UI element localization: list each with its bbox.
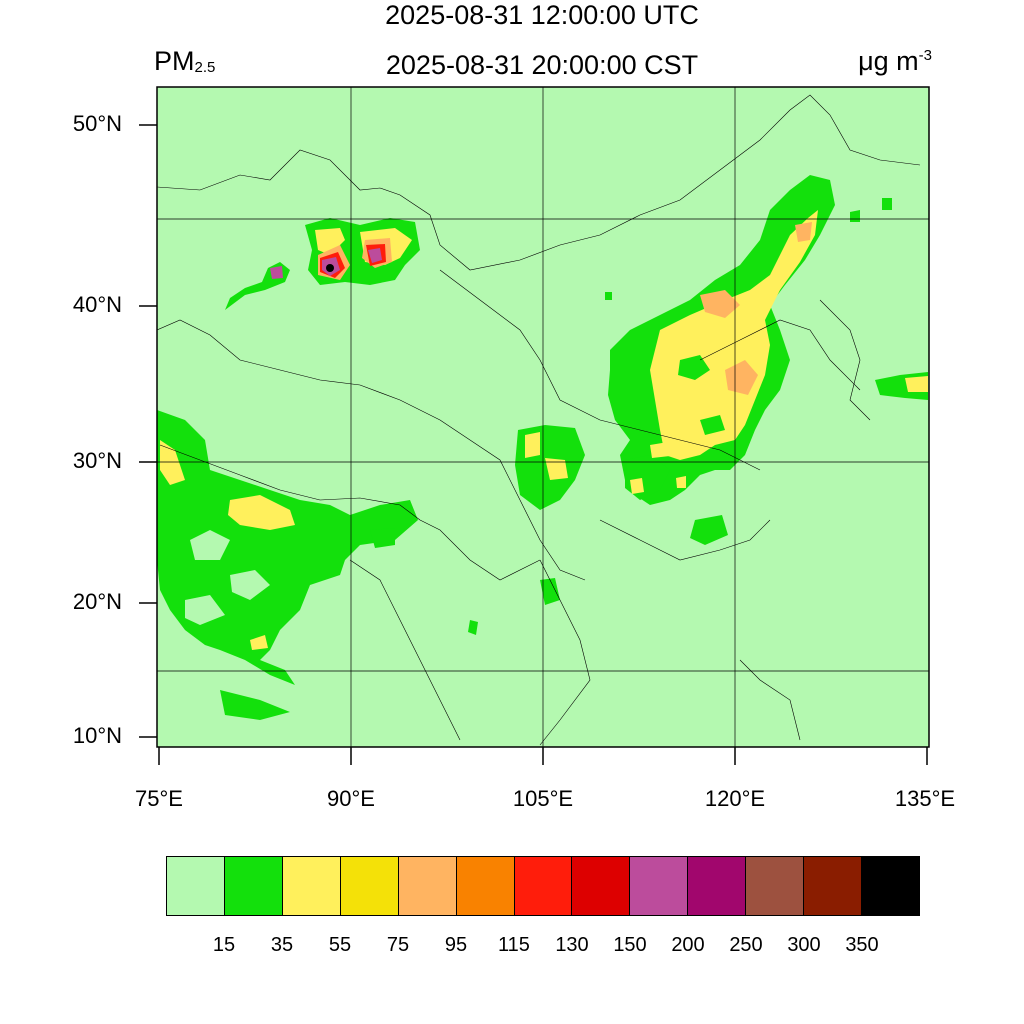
lon-label-105e: 105°E — [512, 786, 574, 811]
plume-xinjiang-purple — [270, 248, 382, 279]
colorbar-cell-9 — [688, 857, 747, 915]
colorbar-cell-2 — [282, 857, 341, 915]
colorbar-tick-label: 95 — [444, 934, 468, 956]
colorbar-tick-label: 15 — [212, 934, 236, 956]
lat-label-10n: 10°N — [72, 723, 122, 748]
colorbar-cell-11 — [804, 857, 863, 915]
colorbar-tick-label: 250 — [729, 934, 763, 956]
title-cst: 2025-08-31 20:00:00 CST — [385, 50, 699, 80]
plume-xinjiang-peak — [326, 264, 334, 272]
colorbar-tick-label: 75 — [386, 934, 410, 956]
colorbar-cell-5 — [456, 857, 515, 915]
concentration-field — [157, 175, 928, 720]
variable-subscript: 2.5 — [194, 59, 216, 76]
unit-superscript: -3 — [918, 47, 932, 64]
political-borders — [157, 94, 921, 746]
lon-label-135e: 135°E — [894, 786, 956, 811]
colorbar-tick-label: 300 — [787, 934, 821, 956]
colorbar-cell-7 — [572, 857, 631, 915]
graticule — [157, 87, 929, 747]
plume-japan-yellow — [905, 376, 928, 392]
lon-label-120e: 120°E — [704, 786, 766, 811]
plume-north-china-orange — [700, 222, 812, 395]
plume-north-china-yellow — [650, 210, 818, 460]
lat-label-50n: 50°N — [72, 111, 122, 136]
colorbar-cell-12 — [862, 857, 919, 915]
plume-bay — [370, 528, 395, 548]
colorbar-tick-label: 55 — [328, 934, 352, 956]
plume-south-china-spots — [468, 515, 728, 635]
axis-ticks — [139, 124, 928, 765]
plume-north-china-gaps — [678, 355, 725, 435]
variable-label: PM2.5 — [154, 46, 215, 77]
colorbar-cell-0 — [167, 857, 225, 915]
lon-label-90e: 90°E — [327, 786, 375, 811]
colorbar — [166, 856, 920, 916]
plume-south-asia-light — [185, 530, 270, 625]
lat-label-30n: 30°N — [72, 448, 122, 473]
plume-central-china-yellow — [630, 442, 686, 494]
colorbar-tick-label: 130 — [555, 934, 589, 956]
unit-label: μg m-3 — [858, 46, 932, 77]
title-utc: 2025-08-31 12:00:00 UTC — [385, 0, 699, 30]
unit-main: μg m — [858, 46, 919, 76]
colorbar-cell-4 — [398, 857, 457, 915]
lat-label-20n: 20°N — [72, 589, 122, 614]
variable-main: PM — [154, 46, 195, 76]
lat-label-40n: 40°N — [72, 292, 122, 317]
plume-south-asia-yellow — [160, 440, 295, 650]
colorbar-cell-1 — [224, 857, 283, 915]
plume-south-asia — [157, 410, 418, 685]
lon-label-75e: 75°E — [135, 786, 183, 811]
colorbar-cell-10 — [746, 857, 805, 915]
colorbar-tick-label: 200 — [671, 934, 705, 956]
colorbar-tick-label: 35 — [270, 934, 294, 956]
colorbar-cell-3 — [340, 857, 399, 915]
colorbar-tick-label: 350 — [845, 934, 879, 956]
plume-india-west — [220, 690, 290, 720]
colorbar-cell-8 — [630, 857, 689, 915]
colorbar-cell-6 — [514, 857, 573, 915]
colorbar-tick-label: 115 — [498, 934, 530, 956]
colorbar-tick-label: 150 — [613, 934, 647, 956]
plume-sichuan-yellow — [525, 432, 568, 480]
